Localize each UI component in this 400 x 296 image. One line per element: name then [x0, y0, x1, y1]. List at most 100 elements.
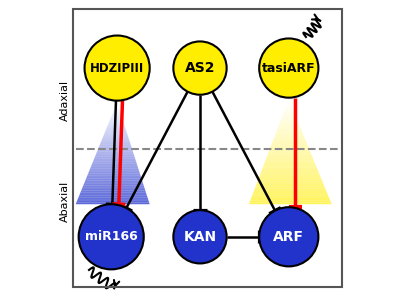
Polygon shape: [284, 110, 294, 111]
Polygon shape: [268, 152, 311, 153]
Polygon shape: [76, 202, 150, 204]
Polygon shape: [254, 190, 327, 192]
Polygon shape: [103, 136, 128, 138]
Polygon shape: [86, 177, 142, 179]
Circle shape: [259, 38, 318, 98]
Text: Abaxial: Abaxial: [60, 181, 70, 222]
Polygon shape: [257, 181, 323, 183]
Polygon shape: [80, 192, 146, 194]
Polygon shape: [83, 184, 144, 186]
Polygon shape: [260, 174, 320, 176]
Circle shape: [173, 41, 227, 95]
Polygon shape: [100, 143, 131, 145]
Polygon shape: [95, 155, 134, 157]
Text: AS2: AS2: [185, 61, 215, 75]
Polygon shape: [256, 183, 324, 185]
Circle shape: [259, 207, 318, 266]
Text: ARF: ARF: [273, 230, 304, 244]
Polygon shape: [92, 163, 137, 165]
Polygon shape: [276, 131, 302, 132]
Polygon shape: [266, 159, 314, 160]
Polygon shape: [110, 118, 122, 119]
Polygon shape: [82, 187, 145, 189]
Polygon shape: [274, 138, 305, 139]
Polygon shape: [100, 141, 130, 143]
Polygon shape: [103, 134, 128, 136]
Polygon shape: [96, 153, 134, 155]
Polygon shape: [261, 171, 319, 173]
Polygon shape: [102, 138, 129, 140]
Polygon shape: [76, 201, 149, 202]
Polygon shape: [256, 185, 324, 187]
Polygon shape: [91, 165, 138, 167]
Polygon shape: [267, 155, 312, 157]
Polygon shape: [78, 197, 148, 199]
Polygon shape: [88, 173, 140, 175]
Polygon shape: [249, 202, 332, 204]
Polygon shape: [93, 160, 136, 162]
Polygon shape: [85, 181, 143, 182]
Polygon shape: [78, 196, 148, 197]
Polygon shape: [280, 122, 299, 124]
Polygon shape: [114, 109, 120, 111]
Text: KAN: KAN: [184, 230, 216, 244]
Polygon shape: [104, 133, 128, 134]
Polygon shape: [268, 153, 312, 155]
Polygon shape: [251, 197, 330, 199]
Polygon shape: [270, 147, 309, 148]
Polygon shape: [278, 127, 301, 129]
Circle shape: [79, 204, 144, 269]
Polygon shape: [274, 136, 304, 138]
Polygon shape: [262, 169, 318, 171]
Polygon shape: [111, 116, 122, 118]
Polygon shape: [94, 157, 135, 158]
Polygon shape: [113, 111, 120, 112]
Polygon shape: [260, 173, 320, 174]
Text: tasiARF: tasiARF: [262, 62, 316, 75]
Polygon shape: [280, 120, 298, 122]
Polygon shape: [264, 162, 315, 164]
Polygon shape: [270, 148, 310, 150]
Polygon shape: [282, 117, 297, 118]
Polygon shape: [109, 121, 124, 123]
Polygon shape: [101, 140, 130, 141]
Polygon shape: [262, 168, 318, 169]
Polygon shape: [99, 145, 131, 147]
Polygon shape: [269, 150, 310, 152]
Polygon shape: [284, 111, 294, 113]
Polygon shape: [264, 164, 316, 166]
Circle shape: [84, 36, 150, 101]
Polygon shape: [105, 129, 126, 131]
Polygon shape: [87, 175, 141, 177]
Circle shape: [173, 210, 227, 263]
Polygon shape: [275, 134, 304, 136]
Polygon shape: [255, 187, 325, 189]
Polygon shape: [82, 186, 144, 187]
Polygon shape: [81, 189, 145, 191]
Polygon shape: [285, 108, 293, 110]
Polygon shape: [272, 143, 307, 145]
Polygon shape: [278, 126, 300, 127]
Polygon shape: [110, 119, 123, 121]
Text: Adaxial: Adaxial: [60, 80, 70, 121]
Polygon shape: [253, 192, 328, 194]
Polygon shape: [96, 152, 134, 153]
Polygon shape: [90, 168, 139, 170]
Polygon shape: [259, 176, 321, 178]
Polygon shape: [105, 131, 127, 133]
Polygon shape: [281, 118, 297, 120]
Polygon shape: [250, 201, 331, 202]
Text: HDZIPIII: HDZIPIII: [90, 62, 144, 75]
Polygon shape: [279, 124, 300, 126]
Polygon shape: [112, 114, 122, 116]
Polygon shape: [92, 162, 137, 163]
Polygon shape: [258, 180, 322, 181]
Polygon shape: [271, 145, 308, 147]
Polygon shape: [276, 132, 303, 134]
Polygon shape: [266, 157, 313, 159]
Polygon shape: [89, 170, 139, 172]
Polygon shape: [80, 191, 146, 192]
Polygon shape: [97, 150, 133, 152]
Polygon shape: [85, 179, 142, 181]
Polygon shape: [106, 128, 126, 129]
